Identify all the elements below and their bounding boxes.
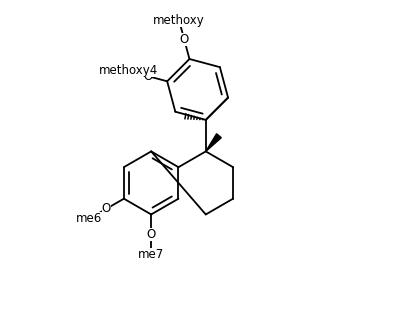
Text: methoxy4: methoxy4 (99, 64, 158, 77)
Text: O: O (143, 70, 152, 83)
Text: O: O (147, 228, 156, 241)
Text: me6: me6 (76, 212, 102, 225)
Text: me7: me7 (138, 248, 164, 261)
Text: O: O (102, 202, 111, 215)
Polygon shape (206, 134, 221, 151)
Text: methoxy: methoxy (153, 14, 205, 27)
Text: O: O (180, 33, 189, 46)
